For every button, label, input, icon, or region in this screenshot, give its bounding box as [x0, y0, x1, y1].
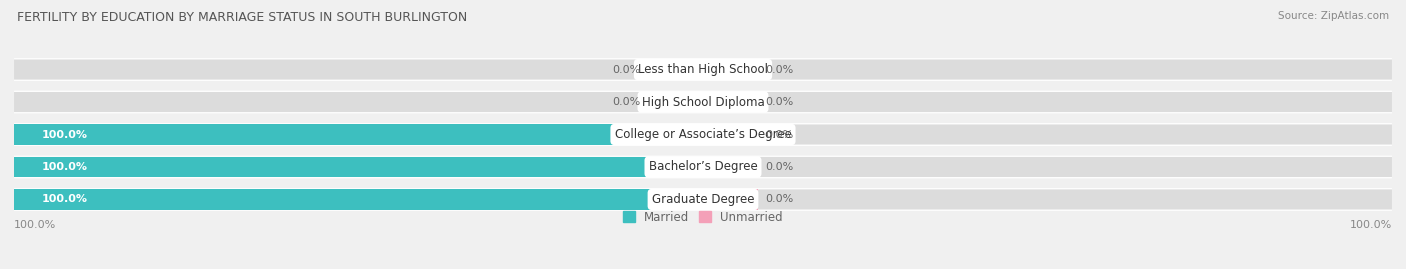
Bar — [703, 59, 758, 80]
FancyBboxPatch shape — [14, 92, 703, 112]
FancyBboxPatch shape — [14, 91, 1392, 114]
FancyBboxPatch shape — [703, 92, 1392, 112]
Text: 0.0%: 0.0% — [765, 194, 793, 204]
Text: FERTILITY BY EDUCATION BY MARRIAGE STATUS IN SOUTH BURLINGTON: FERTILITY BY EDUCATION BY MARRIAGE STATU… — [17, 11, 467, 24]
Text: 100.0%: 100.0% — [14, 220, 56, 230]
Bar — [648, 59, 703, 80]
Legend: Married, Unmarried: Married, Unmarried — [619, 206, 787, 228]
Text: Source: ZipAtlas.com: Source: ZipAtlas.com — [1278, 11, 1389, 21]
FancyBboxPatch shape — [14, 157, 703, 177]
FancyBboxPatch shape — [703, 125, 1392, 144]
Text: 100.0%: 100.0% — [42, 162, 87, 172]
FancyBboxPatch shape — [14, 59, 703, 80]
Bar — [14, 157, 703, 177]
Text: High School Diploma: High School Diploma — [641, 95, 765, 108]
FancyBboxPatch shape — [14, 189, 703, 210]
Bar — [703, 189, 758, 210]
Text: 0.0%: 0.0% — [765, 162, 793, 172]
FancyBboxPatch shape — [14, 155, 1392, 178]
Text: Graduate Degree: Graduate Degree — [652, 193, 754, 206]
Text: 0.0%: 0.0% — [613, 65, 641, 75]
FancyBboxPatch shape — [14, 188, 1392, 211]
Text: 0.0%: 0.0% — [613, 97, 641, 107]
Bar — [648, 92, 703, 112]
FancyBboxPatch shape — [14, 58, 1392, 81]
Text: 0.0%: 0.0% — [765, 65, 793, 75]
Bar — [703, 125, 758, 144]
FancyBboxPatch shape — [703, 59, 1392, 80]
Text: 100.0%: 100.0% — [42, 194, 87, 204]
Text: 100.0%: 100.0% — [1350, 220, 1392, 230]
FancyBboxPatch shape — [14, 125, 703, 144]
Bar — [703, 157, 758, 177]
Text: College or Associate’s Degree: College or Associate’s Degree — [614, 128, 792, 141]
Bar — [14, 125, 703, 144]
Bar — [703, 92, 758, 112]
Text: 100.0%: 100.0% — [42, 129, 87, 140]
Bar — [14, 189, 703, 210]
Text: Less than High School: Less than High School — [638, 63, 768, 76]
FancyBboxPatch shape — [703, 157, 1392, 177]
Text: Bachelor’s Degree: Bachelor’s Degree — [648, 161, 758, 174]
FancyBboxPatch shape — [703, 189, 1392, 210]
Text: 0.0%: 0.0% — [765, 97, 793, 107]
FancyBboxPatch shape — [14, 123, 1392, 146]
Text: 0.0%: 0.0% — [765, 129, 793, 140]
